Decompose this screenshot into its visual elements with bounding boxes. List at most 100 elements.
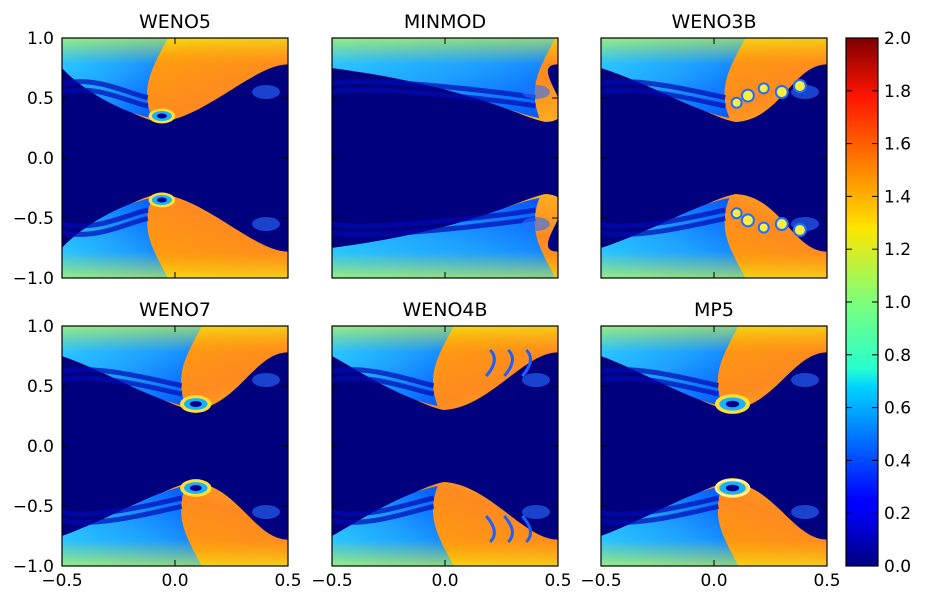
upper-filament [332, 87, 536, 109]
panel-title: MP5 [694, 299, 734, 321]
y-tick-label: 0.0 [27, 437, 54, 457]
lower-filament [332, 207, 536, 229]
lower-edge-streak [252, 217, 280, 231]
lower-edge-streak [252, 505, 280, 519]
lower-filament [62, 495, 183, 517]
upper-filament [332, 375, 435, 397]
panel-minmod: MINMOD [331, 11, 559, 279]
lower-filament [332, 495, 435, 517]
colorbar-tick-label: 1.2 [884, 240, 911, 260]
upper-filament [601, 87, 726, 109]
panel-title: WENO3B [671, 11, 756, 33]
lower-filament [332, 503, 435, 525]
lower-edge-streak [791, 505, 819, 519]
upper-filament [601, 367, 720, 389]
lower-filament [601, 207, 726, 229]
x-tick-label: 0.0 [431, 571, 458, 591]
upper-instability-blob [730, 96, 743, 109]
upper-instability-blob [757, 82, 770, 95]
y-tick-label: −0.5 [13, 497, 54, 517]
lower-filament [332, 215, 536, 237]
panel-weno4b: WENO4B −0.5 0.0 0.5 [311, 299, 571, 591]
lower-filament [601, 503, 720, 525]
lower-filament [62, 215, 149, 237]
lower-filament [601, 495, 720, 517]
panel-title: WENO5 [139, 11, 211, 33]
upper-edge-streak [252, 85, 280, 99]
y-tick-label: 0.0 [27, 149, 54, 169]
upper-instability-blob [740, 88, 755, 103]
panel-weno5: WENO5 1.0 0.5 0.0 −0.5 −1.0 [13, 11, 289, 289]
panel-title: MINMOD [404, 11, 486, 33]
y-tick-label: −0.5 [13, 209, 54, 229]
lower-filament [62, 503, 183, 525]
panel-title: WENO4B [402, 299, 487, 321]
upper-vortex [148, 108, 176, 124]
colorbar-tick-label: 0.2 [884, 504, 911, 524]
upper-filament [601, 79, 726, 101]
panel-weno3b: WENO3B [600, 11, 828, 279]
upper-edge-streak [522, 373, 550, 387]
colorbar-tick-label: 1.6 [884, 135, 911, 155]
upper-filament [62, 367, 183, 389]
lower-vortex [180, 479, 212, 497]
colorbar-tick-label: 0.6 [884, 399, 911, 419]
vortex-ring [714, 479, 751, 497]
upper-filament-strand [503, 348, 514, 377]
lower-filament-strand [503, 515, 514, 544]
x-tick-label: 0.5 [813, 571, 840, 591]
upper-edge-streak [252, 373, 280, 387]
x-tick-label: 0.5 [544, 571, 571, 591]
lower-edge-streak [522, 217, 550, 231]
x-tick-label: −0.5 [41, 571, 82, 591]
colorbar-tick-label: 1.0 [884, 293, 911, 313]
upper-filament [332, 79, 536, 101]
lower-instability-blob [792, 223, 807, 237]
y-tick-label: −1.0 [13, 269, 54, 289]
upper-filament [62, 79, 149, 101]
lower-vortex [148, 192, 176, 208]
upper-filament [332, 367, 435, 389]
panel-mp5: MP5 −0.5 0.0 0.5 [580, 299, 840, 591]
x-tick-label: 0.0 [700, 571, 727, 591]
lower-filament [601, 215, 726, 237]
upper-filament [62, 375, 183, 397]
y-tick-label: 1.0 [27, 29, 54, 49]
upper-edge-streak [791, 373, 819, 387]
upper-filament [62, 87, 149, 109]
upper-filament-strand [485, 348, 496, 377]
lower-instability-blob [740, 213, 755, 228]
y-tick-label: −1.0 [13, 557, 54, 577]
upper-instability-blob [792, 79, 807, 93]
panel-title: WENO7 [139, 299, 211, 321]
lower-edge-streak [522, 505, 550, 519]
lower-filament-strand [485, 515, 496, 544]
upper-filament [601, 375, 720, 397]
colorbar-tick-label: 1.8 [884, 82, 911, 102]
y-tick-label: 0.5 [27, 377, 54, 397]
x-tick-label: −0.5 [311, 571, 352, 591]
lower-filament-strand [521, 515, 532, 544]
lower-instability-blob [757, 221, 770, 234]
upper-vortex [714, 394, 751, 414]
lower-vortex [714, 478, 751, 498]
lower-instability-blob [730, 207, 743, 220]
y-tick-label: 0.5 [27, 89, 54, 109]
x-tick-label: 0.5 [274, 571, 301, 591]
upper-edge-streak [522, 85, 550, 99]
upper-instability-blob [774, 85, 789, 99]
lower-instability-blob [774, 217, 789, 231]
colorbar-tick-label: 2.0 [884, 29, 911, 49]
colorbar-tick-label: 1.4 [884, 187, 911, 207]
x-tick-label: 0.0 [161, 571, 188, 591]
colorbar-tick-label: 0.4 [884, 451, 911, 471]
upper-vortex [180, 395, 212, 413]
upper-filament-strand [521, 348, 532, 377]
y-tick-label: 1.0 [27, 317, 54, 337]
colorbar-tick-label: 0.8 [884, 346, 911, 366]
colorbar-tick-label: 0.0 [884, 557, 911, 577]
x-tick-label: −0.5 [580, 571, 621, 591]
lower-filament [62, 207, 149, 229]
